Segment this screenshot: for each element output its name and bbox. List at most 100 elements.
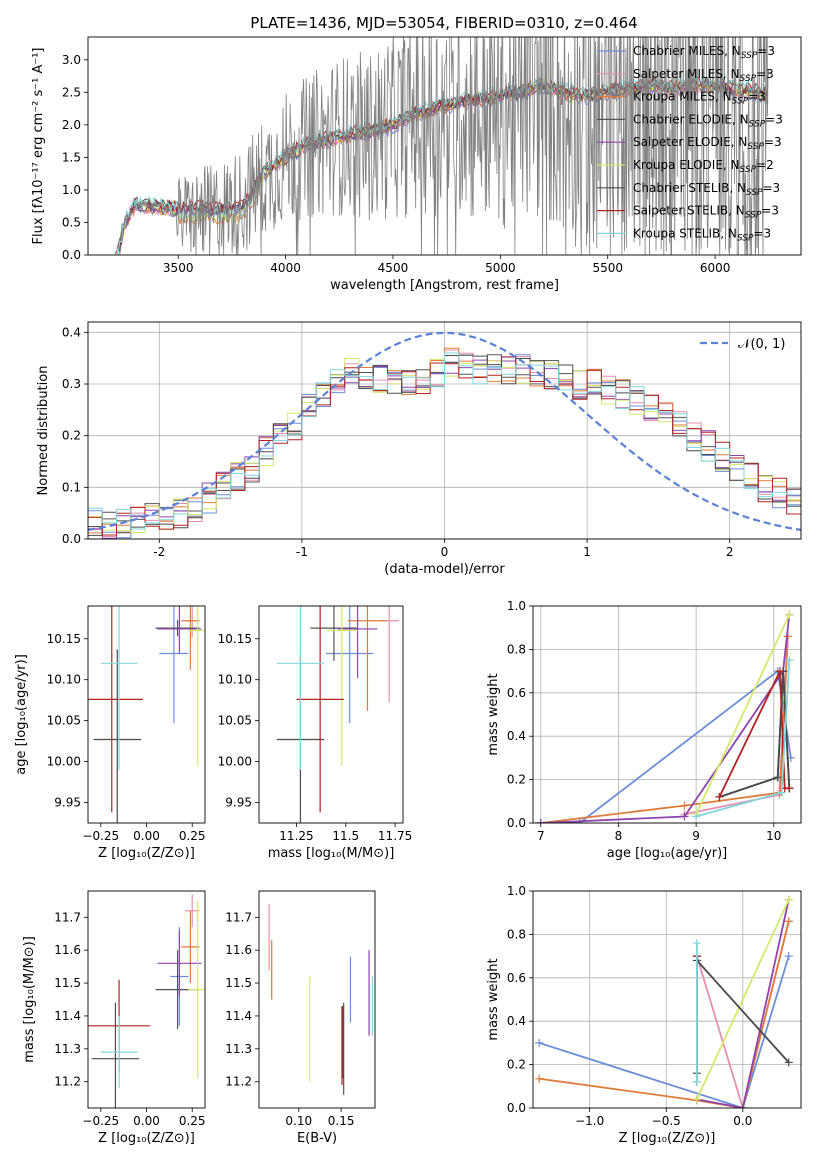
y-tick-label: 11.4	[225, 1009, 252, 1023]
x-tick-label: 0.25	[179, 1114, 206, 1128]
legend-label: Chabrier MILES, NSSP=3	[633, 44, 775, 61]
y-tick-label: 0.2	[507, 1058, 526, 1072]
legend-text: =3	[753, 226, 771, 240]
weight-marker	[692, 1077, 701, 1086]
panel-residuals: -2 -1 0 1 2 0.0 0.1 0.2 0.3 0.4 (data-model)/error…	[36, 321, 802, 577]
weight-marker	[692, 1095, 701, 1104]
y-tick-label: 10.00	[218, 755, 252, 769]
axes-frame	[258, 605, 404, 824]
weight-marker	[785, 784, 794, 793]
x-tick-label: 0.25	[179, 829, 206, 843]
y-tick-label: 11.7	[225, 910, 252, 924]
x-tick-label: 8	[615, 829, 623, 843]
legend-label: Kroupa STELIB, NSSP=3	[633, 226, 771, 243]
legend-text: Kroupa MILES, N	[633, 90, 732, 104]
legend-subscript: SSP	[737, 233, 754, 243]
y-tick-label: 0.1	[62, 480, 81, 494]
y-tick-label: 10.15	[47, 632, 81, 646]
x-tick-label: 0.00	[133, 1114, 160, 1128]
x-tick-label: 6000	[700, 261, 731, 275]
y-tick-label: 1.0	[507, 884, 526, 898]
legend-subscript: SSP	[732, 97, 749, 107]
legend-text: =3	[764, 135, 782, 149]
y-tick-label: 0.4	[62, 325, 81, 339]
legend-text: =3	[763, 181, 781, 195]
y-tick-label: 0.2	[62, 429, 81, 443]
legend-text: Salpeter STELIB, N	[633, 204, 745, 218]
legend-text: Chabrier MILES, N	[633, 44, 741, 58]
x-tick-label: 0.15	[328, 1114, 355, 1128]
y-tick-label: 0.0	[507, 1101, 526, 1115]
x-tick-label: 11.75	[378, 829, 412, 843]
legend-label: Salpeter ELODIE, NSSP=3	[633, 135, 782, 152]
y-tick-label: 0.8	[507, 927, 526, 941]
legend-subscript: SSP	[740, 165, 757, 175]
weight-marker	[680, 812, 689, 821]
y-tick-label: 2.0	[62, 118, 81, 132]
x-tick-label: 4500	[378, 261, 409, 275]
legend-label: Chabrier ELODIE, NSSP=3	[633, 112, 783, 129]
plot-area	[88, 331, 801, 539]
weight-marker	[738, 1104, 747, 1108]
axes-frame	[258, 890, 376, 1109]
weight-line-6	[696, 959, 790, 1064]
y-tick-label: 3.0	[62, 53, 81, 67]
y-tick-label: 11.6	[225, 943, 252, 957]
weight-line-4	[696, 899, 790, 1108]
legend-label: Salpeter STELIB, NSSP=3	[633, 204, 779, 221]
y-tick-label: 10.05	[47, 714, 81, 728]
y-tick-label: 0.6	[507, 971, 526, 985]
legend-label: 𝒩(0, 1)	[738, 337, 785, 352]
weight-marker	[784, 1058, 793, 1067]
x-tick-label: −0.25	[82, 1114, 119, 1128]
y-tick-label: 11.3	[225, 1042, 252, 1056]
y-tick-label: 0.2	[507, 773, 526, 787]
plot-area	[114, 37, 770, 255]
legend-text: =3	[757, 44, 775, 58]
y-tick-label: 10.00	[47, 755, 81, 769]
weight-marker	[692, 939, 701, 948]
weight-marker	[784, 895, 793, 904]
y-axis-label: mass weight	[486, 673, 501, 755]
axes-frame	[87, 321, 802, 540]
weight-marker	[777, 788, 786, 797]
legend-text: Kroupa ELODIE, N	[633, 158, 740, 172]
legend-subscript: SSP	[749, 119, 766, 129]
legend-subscript: SSP	[740, 74, 757, 84]
y-axis-label: Flux [fλ10⁻¹⁷ erg cm⁻² s⁻¹ A⁻¹]	[31, 48, 46, 245]
y-tick-label: 1.0	[507, 599, 526, 613]
axes-frame	[87, 36, 802, 256]
legend-text: Salpeter MILES, N	[633, 67, 740, 81]
x-tick-label: 7	[537, 829, 545, 843]
x-tick-label: -2	[153, 545, 165, 559]
histogram-series-8	[88, 352, 801, 530]
legend-label: Chabrier STELIB, NSSP=3	[633, 181, 780, 198]
x-axis-label: age [log₁₀(age/yr)]	[607, 846, 728, 861]
x-tick-label: 5500	[592, 261, 623, 275]
x-tick-label: -1	[296, 545, 308, 559]
y-tick-label: 10.10	[47, 673, 81, 687]
x-axis-label: Z [log₁₀(Z/Z⊙)]	[619, 1131, 716, 1146]
x-tick-label: 5000	[485, 261, 516, 275]
x-axis-label: wavelength [Angstrom, rest frame]	[330, 278, 559, 293]
weight-line-4	[540, 614, 791, 823]
legend-text: =2	[756, 158, 774, 172]
plot-area	[88, 894, 205, 1108]
y-tick-label: 0.3	[62, 377, 81, 391]
plot-area	[88, 606, 205, 823]
axes-frame	[532, 890, 802, 1109]
y-tick-label: 0.5	[62, 215, 81, 229]
weight-line-0	[538, 955, 790, 1108]
y-tick-label: 11.7	[54, 910, 81, 924]
y-tick-label: 0.0	[62, 532, 81, 546]
legend-subscript: SSP	[741, 51, 758, 61]
y-axis-label: age [log₁₀(age/yr)]	[14, 654, 29, 775]
weight-marker	[776, 667, 785, 676]
legend-label: Kroupa MILES, NSSP=3	[633, 90, 766, 107]
weight-line-5	[696, 899, 790, 1100]
legend-text: =3	[748, 90, 766, 104]
weight-marker	[535, 1038, 544, 1047]
legend-text: Kroupa STELIB, N	[633, 226, 737, 240]
